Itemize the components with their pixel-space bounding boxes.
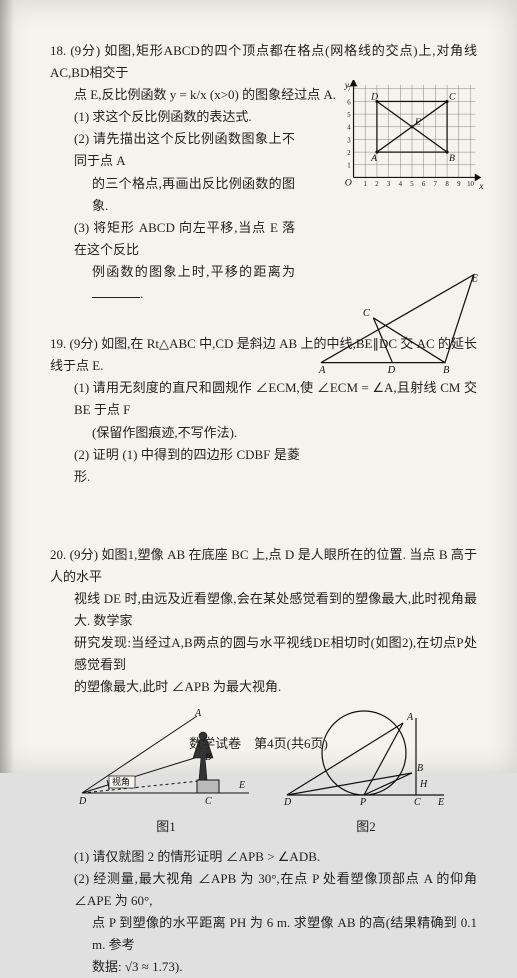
- f2-E: E: [437, 797, 444, 808]
- svg-text:4: 4: [399, 181, 403, 188]
- f2-A: A: [406, 712, 414, 723]
- p18-q2a: (2) 请先描出这个反比例函数图象上不同于点 A: [50, 128, 295, 172]
- p20-q1: (1) 请仅就图 2 的情形证明 ∠APB > ∠ADB.: [50, 846, 477, 868]
- p19-q1a: (1) 请用无刻度的直尺和圆规作 ∠ECM,使 ∠ECM = ∠A,且射线 CM…: [50, 377, 477, 421]
- p19-points: (9分): [70, 336, 98, 351]
- svg-text:10: 10: [467, 181, 474, 188]
- p20-stem-d: 的塑像最大,此时 ∠APB 为最大视角.: [50, 676, 477, 698]
- t-C: C: [363, 308, 371, 319]
- t-A: A: [318, 365, 326, 376]
- p20-figures: 视角 A B C D E 图1: [50, 708, 477, 837]
- p20-stem-c: 研究发现:当经过A,B两点的圆与水平视线DE相切时(如图2),在切点P处感觉看到: [50, 632, 477, 676]
- p18-q1: (1) 求这个反比例函数的表达式.: [50, 106, 295, 128]
- f1-C: C: [205, 796, 212, 807]
- angle-label: 视角: [112, 776, 130, 787]
- problem-18: 18. (9分) 如图,矩形ABCD的四个顶点都在格点(网格线的交点)上,对角线…: [50, 40, 477, 305]
- svg-text:7: 7: [434, 181, 438, 188]
- p18-q2b: 的三个格点,再画出反比例函数的图象.: [50, 173, 295, 217]
- svg-text:2: 2: [375, 181, 379, 188]
- p20-stem-a: 如图1,塑像 AB 在底座 BC 上,点 D 是人眼所在的位置. 当点 B 高于…: [50, 547, 477, 584]
- p20-fig2: A B C D E H P: [284, 708, 449, 808]
- problem-20: 20. (9分) 如图1,塑像 AB 在底座 BC 上,点 D 是人眼所在的位置…: [50, 544, 477, 978]
- t-B: B: [443, 365, 450, 376]
- f1-A: A: [194, 708, 202, 719]
- p20-q2c: 数据: √3 ≈ 1.73).: [50, 956, 477, 978]
- p20-fig1: 视角 A B C D E: [79, 708, 254, 808]
- t-E: E: [471, 274, 479, 285]
- problem-19: 19. (9分) 如图,在 Rt△ABC 中,CD 是斜边 AB 上的中线,BE…: [50, 333, 477, 488]
- grid: A B C D E O x y 123 456 789 10 123: [344, 80, 484, 192]
- label-D: D: [370, 91, 378, 102]
- page-footer: 数学试卷 第4页(共6页): [0, 733, 517, 755]
- t-D: D: [387, 365, 396, 376]
- svg-text:6: 6: [422, 181, 426, 188]
- fig1-label: 图1: [79, 816, 254, 838]
- label-B: B: [449, 153, 455, 164]
- p18-q3b: 例函数的图象上时,平移的距离为: [92, 264, 295, 279]
- label-C: C: [449, 91, 456, 102]
- svg-text:5: 5: [347, 112, 351, 119]
- p18-stem-a: 如图,矩形ABCD的四个顶点都在格点(网格线的交点)上,对角线AC,BD相交于: [50, 43, 477, 80]
- fig2-label: 图2: [284, 816, 449, 838]
- svg-text:1: 1: [347, 163, 350, 170]
- p20-number: 20.: [50, 547, 66, 562]
- p19-q2: (2) 证明 (1) 中得到的四边形 CDBF 是菱形.: [50, 444, 300, 488]
- p20-points: (9分): [70, 547, 98, 562]
- f2-D: D: [284, 797, 292, 808]
- f1-E: E: [238, 780, 245, 791]
- p19-triangle-figure: A D B C E: [317, 272, 487, 377]
- svg-text:7: 7: [347, 87, 351, 94]
- f2-H: H: [419, 779, 428, 790]
- f2-P: P: [359, 797, 366, 808]
- p20-q2a: (2) 经测量,最大视角 ∠APB 为 30°,在点 P 处看塑像顶部点 A 的…: [50, 868, 477, 912]
- p20-stem1: 20. (9分) 如图1,塑像 AB 在底座 BC 上,点 D 是人眼所在的位置…: [50, 544, 477, 588]
- p18-q3a: (3) 将矩形 ABCD 向左平移,当点 E 落在这个反比: [50, 217, 295, 261]
- exam-page: 18. (9分) 如图,矩形ABCD的四个顶点都在格点(网格线的交点)上,对角线…: [0, 0, 517, 773]
- p18-number: 18.: [50, 43, 66, 58]
- svg-text:4: 4: [347, 125, 351, 132]
- svg-text:6: 6: [347, 99, 351, 106]
- p18-stem-line1: 18. (9分) 如图,矩形ABCD的四个顶点都在格点(网格线的交点)上,对角线…: [50, 40, 477, 84]
- svg-text:9: 9: [457, 181, 461, 188]
- p18-grid-figure: A B C D E O x y 123 456 789 10 123: [337, 80, 487, 195]
- svg-text:3: 3: [387, 181, 391, 188]
- answer-blank: [92, 286, 140, 298]
- svg-text:3: 3: [347, 137, 351, 144]
- svg-text:8: 8: [445, 181, 449, 188]
- p19-number: 19.: [50, 336, 66, 351]
- p18-points: (9分): [70, 43, 100, 58]
- p20-stem-b: 视线 DE 时,由远及近看塑像,会在某处感觉看到的塑像最大,此时视角最大. 数学…: [50, 588, 477, 632]
- p19-q1b: (保留作图痕迹,不写作法).: [50, 422, 300, 444]
- p18-q3b-wrap: 例函数的图象上时,平移的距离为.: [50, 261, 295, 305]
- p20-q2b: 点 P 到塑像的水平距离 PH 为 6 m. 求塑像 AB 的高(结果精确到 0…: [50, 912, 477, 956]
- f2-C: C: [414, 797, 421, 808]
- label-A: A: [370, 153, 377, 164]
- svg-text:5: 5: [410, 181, 414, 188]
- label-E: E: [414, 117, 421, 128]
- svg-text:1: 1: [364, 181, 367, 188]
- page-shadow: [0, 0, 14, 773]
- label-x: x: [478, 181, 484, 192]
- f1-D: D: [79, 796, 87, 807]
- label-O: O: [345, 177, 352, 188]
- svg-text:2: 2: [347, 150, 351, 157]
- p18-period: .: [140, 286, 143, 301]
